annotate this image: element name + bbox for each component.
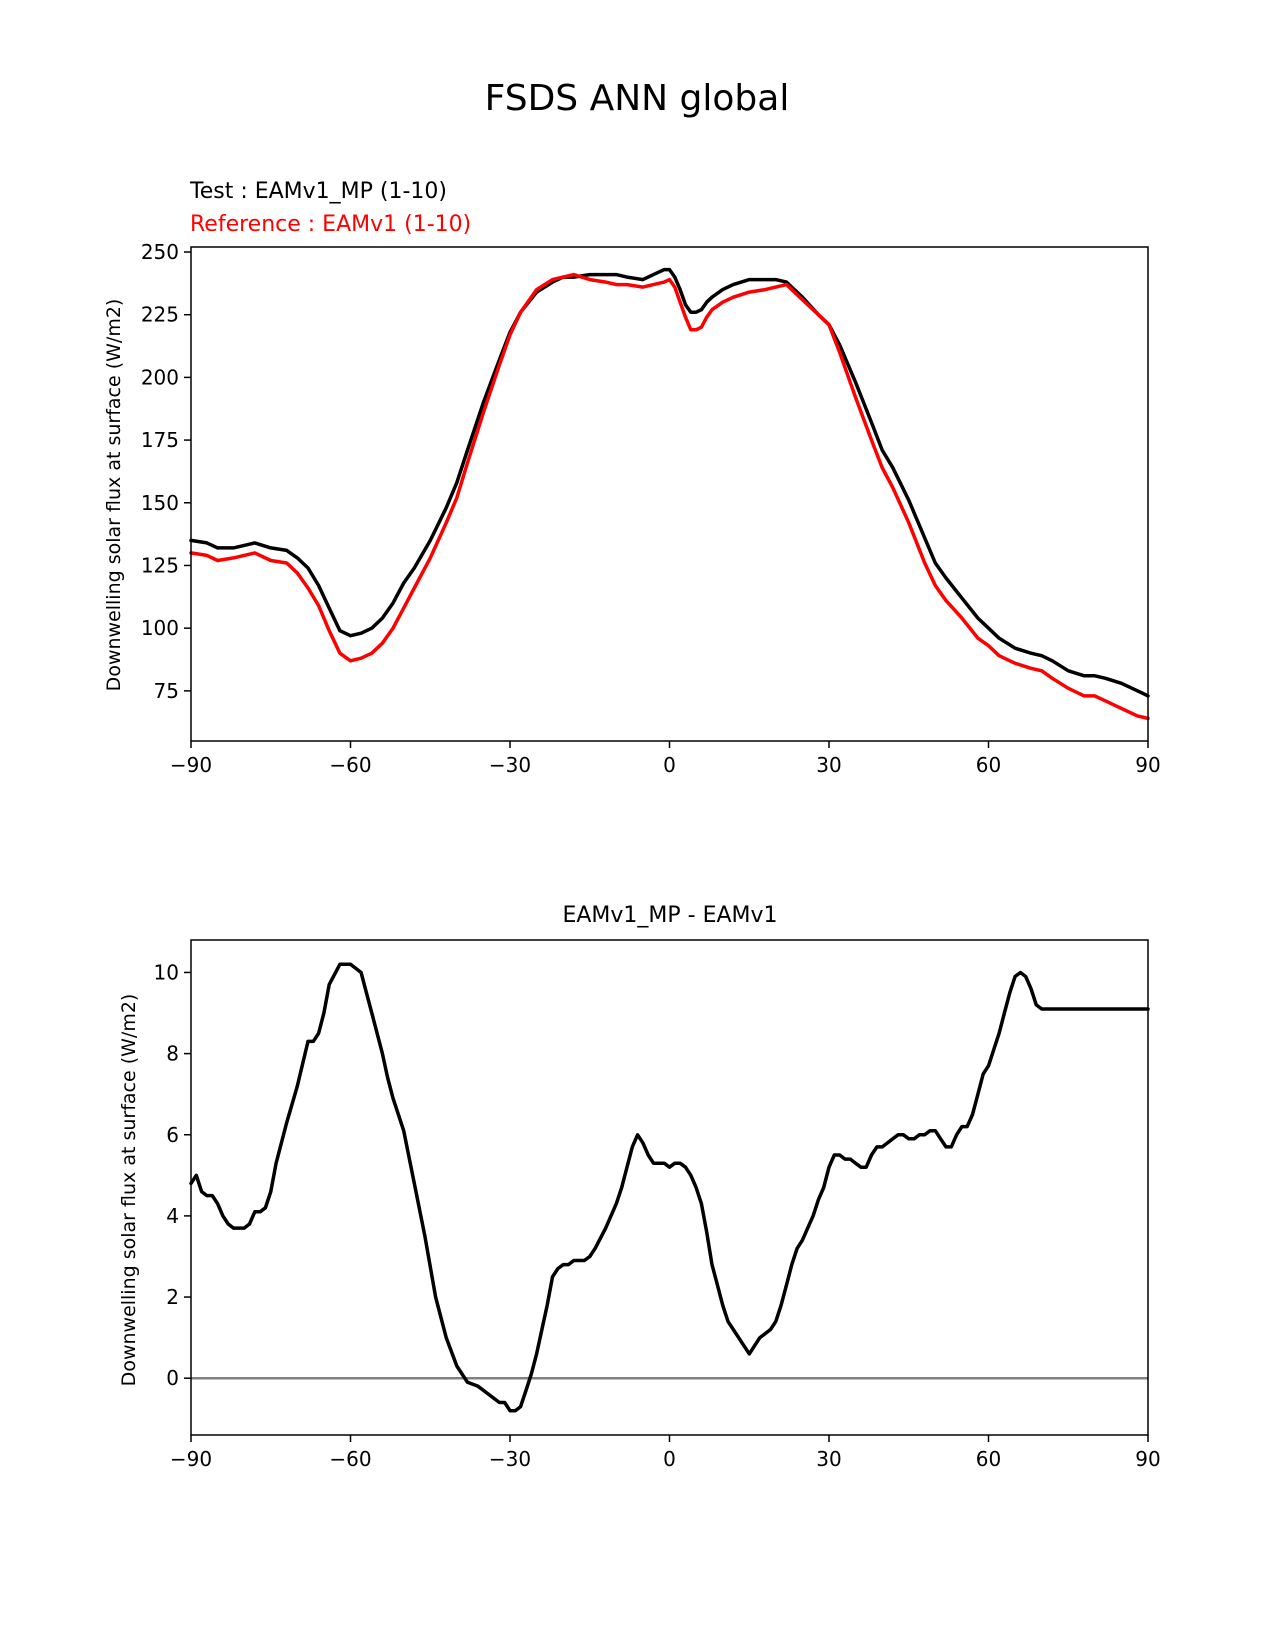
- y-tick-label: 2: [166, 1285, 179, 1309]
- x-tick-label: −60: [329, 753, 371, 777]
- y-tick-label: 125: [141, 553, 179, 577]
- x-tick-label: 0: [663, 1447, 676, 1471]
- series-line-0: [189, 962, 1150, 1413]
- y-axis-label: Downwelling solar flux at surface (W/m2): [118, 994, 140, 1387]
- x-tick-label: −90: [170, 753, 212, 777]
- x-tick-label: 90: [1135, 753, 1160, 777]
- y-axis-label: Downwelling solar flux at surface (W/m2): [103, 299, 125, 692]
- x-tick-label: 90: [1135, 1447, 1160, 1471]
- top-line-chart: Test : EAMv1_MP (1-10) Reference : EAMv1…: [103, 179, 1161, 777]
- y-tick-label: 100: [141, 616, 179, 640]
- y-tick-label: 8: [166, 1042, 179, 1066]
- y-tick-label: 200: [141, 365, 179, 389]
- y-tick-label: 150: [141, 491, 179, 515]
- x-tick-label: 30: [816, 1447, 841, 1471]
- x-tick-label: 0: [663, 753, 676, 777]
- y-tick-label: 250: [141, 240, 179, 264]
- plot-frame: [190, 246, 1149, 742]
- y-tick-label: 0: [166, 1366, 179, 1390]
- reference-label: Reference : EAMv1 (1-10): [190, 212, 471, 237]
- x-tick-label: 30: [816, 753, 841, 777]
- y-tick-label: 175: [141, 428, 179, 452]
- chart-title: EAMv1_MP - EAMv1: [562, 903, 777, 928]
- series-line-1: [189, 272, 1150, 721]
- x-tick-label: −90: [170, 1447, 212, 1471]
- x-tick-label: −60: [329, 1447, 371, 1471]
- x-tick-label: −30: [489, 1447, 531, 1471]
- x-tick-label: 60: [976, 753, 1001, 777]
- x-tick-label: 60: [976, 1447, 1001, 1471]
- series-line-0: [189, 267, 1150, 698]
- test-label: Test : EAMv1_MP (1-10): [189, 179, 447, 204]
- difference-line-chart: EAMv1_MP - EAMv1 Downwelling solar flux …: [118, 903, 1161, 1471]
- y-tick-label: 225: [141, 303, 179, 327]
- y-tick-label: 10: [154, 960, 179, 984]
- y-tick-label: 4: [166, 1204, 179, 1228]
- y-tick-label: 6: [166, 1123, 179, 1147]
- y-tick-label: 75: [154, 679, 179, 703]
- x-tick-label: −30: [489, 753, 531, 777]
- figure-title: FSDS ANN global: [485, 78, 790, 119]
